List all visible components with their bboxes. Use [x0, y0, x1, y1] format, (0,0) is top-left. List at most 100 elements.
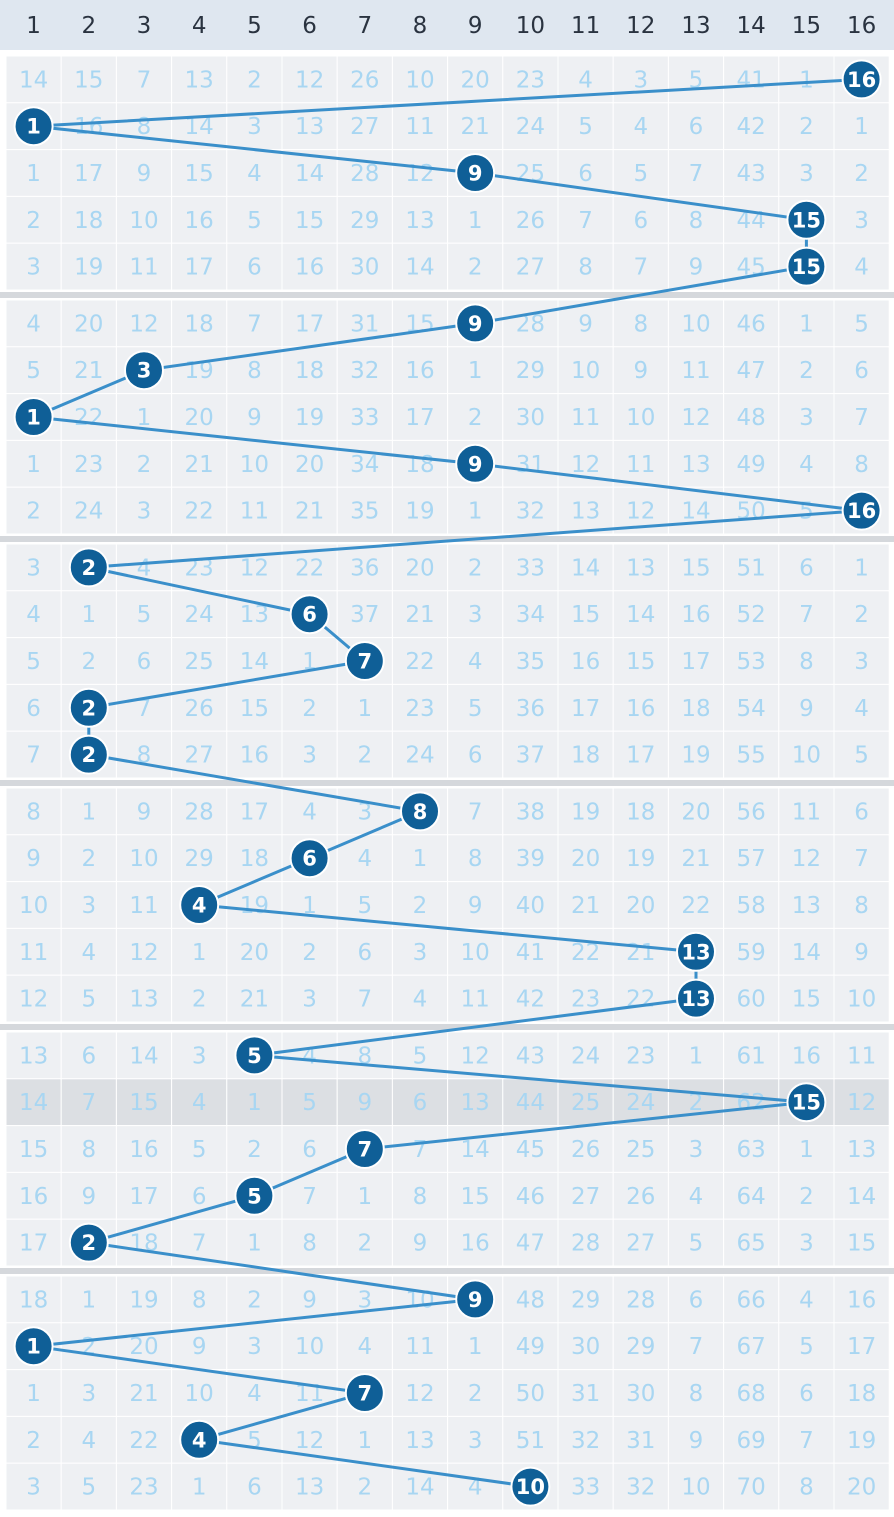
- miss-count: 7: [302, 1184, 317, 1210]
- table-cell: [447, 393, 504, 441]
- table-cell: [60, 102, 117, 151]
- table-row: 12 5 13 2 21 3 7 4 11 42 23 22 60 15 10: [5, 974, 890, 1023]
- table-cell: [723, 149, 780, 197]
- ball-number: 3: [137, 359, 152, 383]
- table-cell: [115, 486, 173, 535]
- ball-circle: [68, 547, 109, 588]
- table-cell: [778, 1125, 835, 1173]
- miss-count: 27: [516, 255, 545, 281]
- miss-count: 3: [633, 67, 648, 93]
- table-cell: [5, 1218, 62, 1267]
- miss-count: 1: [357, 1184, 372, 1210]
- miss-count: 6: [854, 799, 869, 825]
- miss-count: 14: [129, 1043, 158, 1069]
- miss-count: 3: [413, 940, 428, 966]
- table-cell: [502, 1322, 559, 1371]
- column-label: 9: [468, 13, 483, 39]
- miss-count: 9: [578, 311, 593, 337]
- miss-count: 2: [689, 1090, 704, 1116]
- table-cell: [612, 393, 669, 441]
- miss-count: 26: [350, 67, 379, 93]
- miss-count: 6: [137, 649, 152, 675]
- miss-count: 11: [405, 1334, 434, 1360]
- table-cell: [115, 730, 173, 779]
- table-cell: [115, 1031, 173, 1080]
- miss-count: 41: [737, 67, 766, 93]
- table-row: 2 20 9 3 10 4 11 1 49 30 29 7 67 5 17: [5, 1322, 890, 1371]
- miss-count: 20: [185, 405, 214, 431]
- miss-count: 6: [357, 940, 372, 966]
- miss-count: 3: [854, 649, 869, 675]
- miss-count: 6: [192, 1184, 207, 1210]
- table-cell: [115, 1078, 173, 1127]
- table-cell: [667, 393, 725, 441]
- table-cell: [336, 1078, 393, 1127]
- table-cell: [778, 1322, 835, 1371]
- miss-count: 59: [737, 940, 766, 966]
- miss-count: 3: [26, 555, 41, 581]
- miss-count: 10: [461, 940, 490, 966]
- miss-count: 2: [357, 1475, 372, 1501]
- miss-count: 1: [247, 1090, 262, 1116]
- miss-count: 21: [681, 846, 710, 872]
- ball-number: 13: [681, 940, 710, 964]
- miss-count: 24: [516, 114, 545, 140]
- column-label: 1: [26, 13, 41, 39]
- group-separator: [0, 780, 894, 786]
- table-cell: [115, 927, 173, 976]
- ball-number: 2: [81, 1231, 96, 1255]
- miss-count: 12: [19, 987, 48, 1013]
- miss-count: 7: [633, 255, 648, 281]
- miss-count: 54: [737, 696, 766, 722]
- miss-count: 6: [413, 1090, 428, 1116]
- miss-count: 16: [185, 208, 214, 234]
- table-cell: [833, 730, 890, 779]
- table-cell: [778, 834, 835, 883]
- table-cell: [5, 543, 62, 592]
- miss-count: 8: [26, 799, 41, 825]
- ball-circle: [676, 931, 716, 972]
- table-cell: [557, 1218, 614, 1267]
- miss-count: 5: [247, 1428, 262, 1454]
- table-cell: [60, 299, 117, 348]
- table-cell: [723, 637, 780, 685]
- table-cell: [171, 149, 228, 197]
- table-cell: [612, 1275, 669, 1324]
- miss-count: 6: [302, 1137, 317, 1163]
- miss-count: 2: [468, 255, 483, 281]
- miss-count: 4: [357, 1334, 372, 1360]
- table-cell: [281, 195, 338, 244]
- miss-count: 15: [74, 67, 103, 93]
- miss-count: 61: [737, 1043, 766, 1069]
- miss-count: 13: [847, 1137, 876, 1163]
- miss-count: 5: [689, 1231, 704, 1257]
- miss-count: 5: [26, 649, 41, 675]
- miss-count: 56: [737, 799, 766, 825]
- ball-circle: [234, 1035, 275, 1076]
- table-cell: [60, 1415, 117, 1464]
- miss-count: 15: [847, 1231, 876, 1257]
- miss-count: 9: [854, 940, 869, 966]
- miss-count: 67: [737, 1334, 766, 1360]
- miss-count: 13: [571, 499, 600, 525]
- miss-count: 5: [854, 311, 869, 337]
- table-cell: [5, 834, 62, 883]
- ball-circle: [676, 978, 716, 1019]
- miss-count: 1: [26, 452, 41, 478]
- miss-count: 16: [681, 602, 710, 628]
- miss-count: 6: [689, 1287, 704, 1313]
- miss-count: 24: [626, 1090, 655, 1116]
- table-cell: [778, 102, 835, 151]
- miss-count: 43: [737, 161, 766, 187]
- table-cell: [833, 1275, 890, 1324]
- table-cell: [557, 1462, 614, 1511]
- draw-ball: 15: [786, 246, 827, 287]
- table-cell: [723, 1415, 780, 1464]
- table-cell: [226, 299, 283, 348]
- ball-circle: [510, 1466, 551, 1507]
- table-cell: [171, 299, 228, 348]
- miss-count: 49: [737, 452, 766, 478]
- miss-count: 31: [571, 1381, 600, 1407]
- table-cell: [336, 974, 393, 1023]
- miss-count: 9: [357, 1090, 372, 1116]
